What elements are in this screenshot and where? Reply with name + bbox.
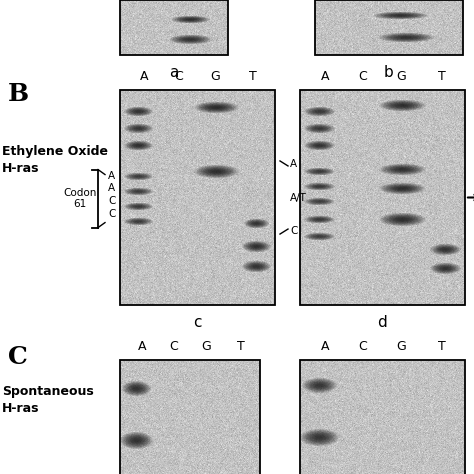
Text: T: T [249,70,257,83]
Text: T: T [237,340,244,353]
Text: C: C [8,345,28,369]
Bar [120,0,228,55]
Text: A: A [108,183,115,193]
Text: A: A [321,70,330,83]
Bar [300,360,465,474]
Text: Spontaneous
H-ras: Spontaneous H-ras [2,385,94,415]
Text: C: C [174,70,183,83]
Text: C: C [108,209,115,219]
Text: G: G [397,70,406,83]
Bar [300,90,465,305]
Text: A: A [108,171,115,181]
Text: A: A [137,340,146,353]
Text: G: G [397,340,406,353]
Text: C: C [169,340,178,353]
Text: A: A [290,159,297,169]
Text: C: C [290,226,297,236]
Bar [120,90,275,305]
Text: A: A [321,340,330,353]
Text: C: C [108,196,115,206]
Text: b: b [384,65,394,80]
Text: B: B [8,82,29,106]
Text: C: C [358,340,367,353]
Text: T: T [438,70,446,83]
Text: A: A [140,70,148,83]
Text: d: d [378,315,387,330]
Text: a: a [169,65,179,80]
Text: A/T: A/T [290,192,307,202]
Text: G: G [201,340,211,353]
Text: C: C [358,70,367,83]
Text: T: T [438,340,446,353]
Text: Codon
61: Codon 61 [64,188,97,210]
Bar [315,0,463,55]
Text: Ethylene Oxide
H-ras: Ethylene Oxide H-ras [2,145,108,175]
Bar [120,360,260,474]
Text: G: G [210,70,220,83]
Text: c: c [193,315,202,330]
